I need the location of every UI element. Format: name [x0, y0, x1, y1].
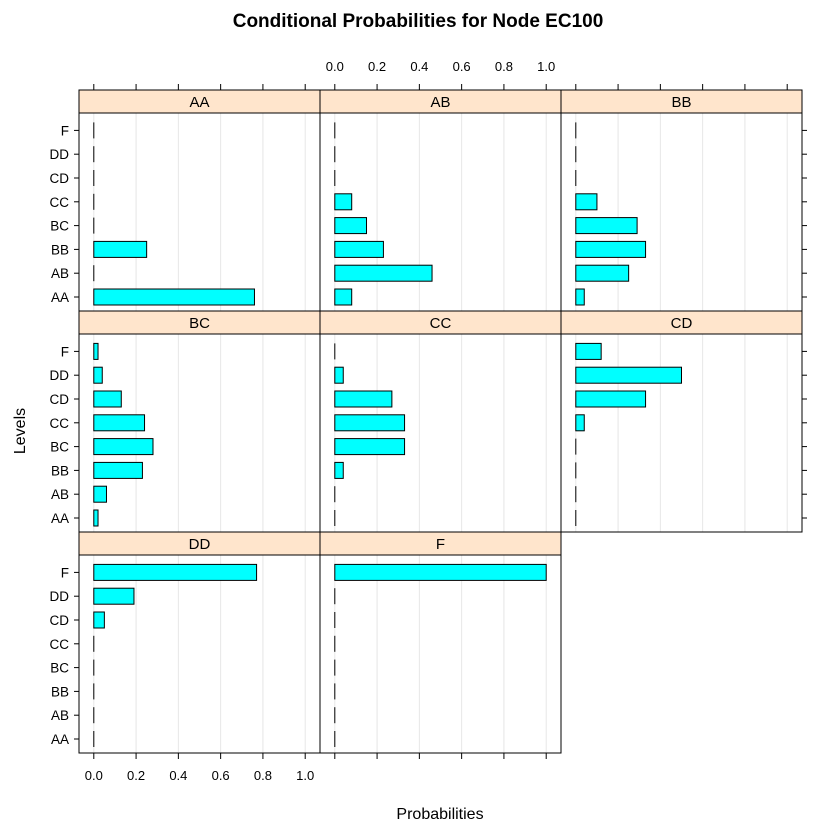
y-tick-label: CC [50, 637, 70, 652]
y-tick-label: BB [51, 242, 69, 257]
x-tick-label: 0.0 [326, 59, 344, 74]
y-tick-label: F [61, 123, 69, 138]
panel-cd: CD [560, 310, 807, 533]
bar-bc-bc [93, 438, 154, 456]
y-tick-label: F [61, 344, 69, 359]
bar-bc-ab [93, 485, 107, 503]
bar-bc-cc [93, 414, 146, 432]
y-tick-label: DD [50, 368, 70, 383]
panel-ab: AB [319, 89, 562, 312]
panel-border [319, 333, 562, 533]
bar-cc-cc [334, 414, 406, 432]
bar-aa-aa [93, 288, 255, 306]
bar-bc-cd [93, 390, 122, 408]
strip-label: CC [430, 315, 452, 332]
panels: AA AA AB BB BC CC CD DD F AB BB BC AA AB BB BC CC CD DD F CC… [50, 59, 807, 783]
bar-ab-ab [334, 264, 433, 282]
x-tick-label: 0.8 [254, 768, 272, 783]
y-tick-label: BC [50, 440, 69, 455]
bar-bc-aa [93, 509, 99, 527]
panel-bc: BC AA AB BB BC CC CD DD F [50, 310, 321, 533]
bar-cd-cc [575, 414, 585, 432]
x-tick-label: 0.4 [169, 768, 187, 783]
bar-cc-bc [334, 438, 406, 456]
strip-label: F [436, 536, 445, 553]
strip-label: BB [671, 94, 691, 111]
x-axis-title: Probabilities [396, 806, 483, 823]
bar-cd-cd [575, 390, 647, 408]
bar-ab-aa [334, 288, 353, 306]
y-tick-label: F [61, 565, 69, 580]
y-tick-label: CD [50, 392, 70, 407]
x-tick-label: 0.2 [368, 59, 386, 74]
panel-border [560, 333, 803, 533]
bar-cc-bb [334, 461, 344, 479]
bar-bb-ab [575, 264, 630, 282]
x-tick-label: 0.0 [85, 768, 103, 783]
y-tick-label: AB [51, 487, 69, 502]
x-tick-label: 0.6 [453, 59, 471, 74]
y-tick-label: CC [50, 416, 70, 431]
y-tick-label: AA [51, 732, 69, 747]
bar-dd-dd [93, 587, 135, 605]
y-tick-label: AA [51, 290, 69, 305]
y-tick-label: AB [51, 266, 69, 281]
bar-ab-cc [334, 193, 353, 211]
bar-bb-bc [575, 217, 638, 235]
x-tick-label: 0.2 [127, 768, 145, 783]
y-tick-label: BC [50, 661, 69, 676]
panel-border [78, 112, 321, 312]
x-tick-label: 0.4 [410, 59, 428, 74]
strip-label: AB [430, 94, 450, 111]
strip-label: AA [189, 94, 209, 111]
bar-cc-dd [334, 366, 344, 384]
chart-title: Conditional Probabilities for Node EC100 [233, 11, 604, 32]
y-tick-label: CC [50, 195, 70, 210]
panel-dd: DD AA AB BB BC CC CD DD F [50, 531, 321, 754]
bar-bc-f [93, 342, 99, 360]
y-tick-label: DD [50, 147, 70, 162]
panel-border [78, 333, 321, 533]
bar-bb-bb [575, 240, 647, 258]
strip-label: CD [671, 315, 693, 332]
x-tick-label: 1.0 [537, 59, 555, 74]
bar-bc-dd [93, 366, 103, 384]
y-tick-label: CD [50, 171, 70, 186]
bar-ab-bb [334, 240, 384, 258]
y-tick-label: BB [51, 463, 69, 478]
panel-f: F [319, 531, 562, 754]
bar-ab-bc [334, 217, 368, 235]
y-tick-label: AA [51, 511, 69, 526]
bar-cc-cd [334, 390, 393, 408]
bar-dd-cd [93, 611, 105, 629]
bar-cd-f [575, 342, 602, 360]
panel-border [78, 554, 321, 754]
panel-aa: AA AA AB BB BC CC CD DD F [50, 89, 321, 312]
panel-bb: BB [560, 89, 807, 312]
bar-dd-f [93, 563, 258, 581]
y-tick-label: BB [51, 684, 69, 699]
strip-label: BC [189, 315, 210, 332]
x-tick-label: 1.0 [296, 768, 314, 783]
y-tick-label: DD [50, 589, 70, 604]
bar-bb-cc [575, 193, 598, 211]
y-tick-label: BC [50, 219, 69, 234]
y-tick-label: AB [51, 708, 69, 723]
panel-cc: CC [319, 310, 562, 533]
y-axis-title: Levels [12, 408, 29, 454]
bar-cd-dd [575, 366, 682, 384]
x-tick-label: 0.8 [495, 59, 513, 74]
bar-aa-bb [93, 240, 148, 258]
panel-border [319, 554, 562, 754]
bar-f-f [334, 563, 547, 581]
bar-bc-bb [93, 461, 143, 479]
bar-bb-aa [575, 288, 585, 306]
x-tick-label: 0.6 [212, 768, 230, 783]
y-tick-label: CD [50, 613, 70, 628]
strip-label: DD [189, 536, 211, 553]
